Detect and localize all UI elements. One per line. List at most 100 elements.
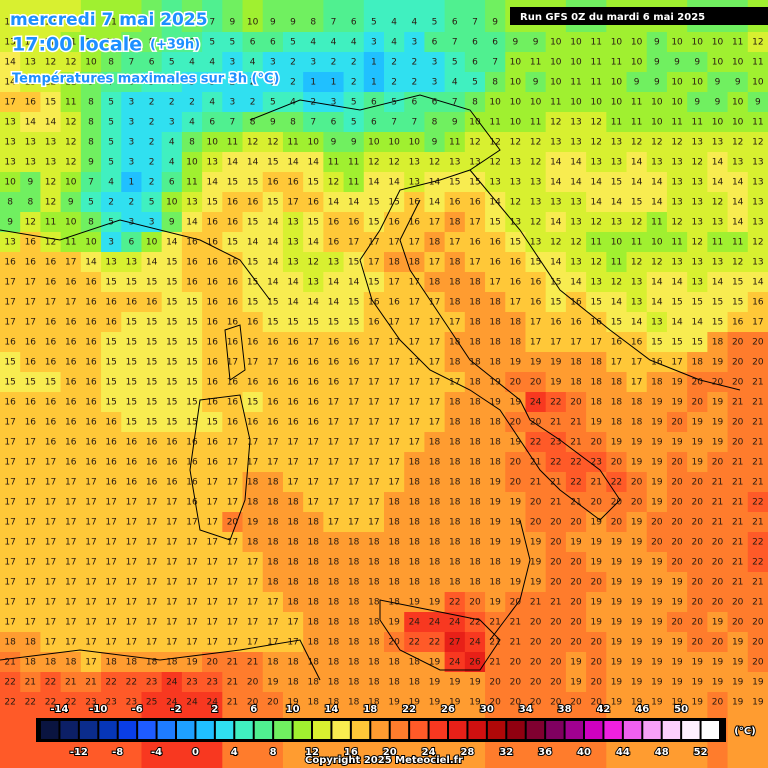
temperature-value: 21 — [530, 478, 541, 488]
temperature-value: 17 — [4, 298, 15, 308]
temperature-value: 23 — [590, 458, 601, 468]
temperature-value: 12 — [570, 238, 581, 248]
temperature-value: 15 — [449, 178, 460, 188]
temperature-value: 24 — [429, 618, 441, 628]
temperature-cell — [464, 192, 486, 213]
temperature-value: 17 — [45, 538, 56, 548]
temperature-value: 14 — [692, 318, 704, 328]
temperature-value: 14 — [227, 158, 239, 168]
temperature-value: 15 — [328, 318, 339, 328]
temperature-cell — [20, 172, 41, 193]
temperature-value: 13 — [752, 218, 763, 228]
temperature-value: 19 — [489, 598, 501, 608]
temperature-value: 3 — [129, 98, 135, 108]
temperature-value: 18 — [25, 658, 37, 668]
temperature-value: 13 — [570, 218, 581, 228]
temperature-value: 15 — [206, 418, 217, 428]
legend-swatch — [507, 721, 525, 739]
temperature-value: 18 — [368, 578, 380, 588]
temperature-cell — [606, 332, 628, 353]
temperature-value: 15 — [712, 318, 723, 328]
temperature-cell — [0, 32, 21, 53]
temperature-value: 10 — [692, 78, 704, 88]
temperature-cell — [626, 312, 648, 333]
temperature-value: 15 — [146, 358, 157, 368]
temperature-value: 17 — [25, 618, 36, 628]
legend-swatch — [604, 721, 622, 739]
temperature-value: 18 — [348, 678, 360, 688]
temperature-value: 17 — [85, 638, 96, 648]
temperature-cell — [727, 232, 749, 253]
temperature-cell — [202, 172, 223, 193]
temperature-value: 10 — [489, 98, 501, 108]
temperature-value: 22 — [752, 558, 763, 568]
temperature-value: 20 — [530, 658, 542, 668]
temperature-cell — [545, 172, 567, 193]
temperature-cell — [80, 0, 102, 33]
temperature-value: 22 — [4, 698, 15, 708]
temperature-cell — [485, 32, 506, 53]
temperature-value: 19 — [510, 578, 522, 588]
temperature-cell — [242, 352, 264, 373]
temperature-cell — [262, 272, 284, 293]
temperature-value: 18 — [287, 658, 299, 668]
temperature-value: 3 — [230, 98, 236, 108]
temperature-cell — [202, 272, 223, 293]
temperature-value: 17 — [105, 518, 116, 528]
temperature-cell — [727, 352, 749, 373]
temperature-value: 15 — [45, 378, 56, 388]
temperature-value: 17 — [45, 498, 56, 508]
temperature-value: 11 — [651, 218, 662, 228]
temperature-value: 4 — [351, 38, 357, 48]
temperature-cell — [707, 132, 729, 153]
temperature-value: 26 — [469, 658, 481, 668]
temperature-cell — [687, 272, 708, 293]
temperature-value: 16 — [105, 438, 117, 448]
temperature-cell — [343, 252, 365, 273]
temperature-value: 9 — [68, 198, 74, 208]
temperature-value: 13 — [25, 58, 36, 68]
temperature-cell — [262, 352, 284, 373]
temperature-value: 18 — [631, 418, 643, 428]
temperature-cell — [586, 32, 607, 53]
temperature-value: 17 — [186, 518, 197, 528]
temperature-value: 19 — [712, 358, 724, 368]
temperature-cell — [404, 352, 425, 373]
temperature-value: 7 — [391, 118, 397, 128]
temperature-value: 16 — [25, 98, 37, 108]
temperature-cell — [303, 252, 324, 273]
temperature-cell — [586, 252, 607, 273]
temperature-value: 17 — [469, 218, 480, 228]
temperature-cell — [121, 372, 142, 393]
temperature-cell — [161, 372, 183, 393]
temperature-cell — [666, 152, 688, 173]
temperature-value: 18 — [287, 558, 299, 568]
temperature-value: 12 — [65, 58, 76, 68]
temperature-cell — [424, 292, 446, 313]
temperature-cell — [565, 232, 587, 253]
temperature-value: 13 — [550, 138, 561, 148]
temperature-value: 10 — [388, 138, 400, 148]
temperature-value: 14 — [45, 118, 57, 128]
temperature-value: 5 — [108, 158, 114, 168]
temperature-value: 9 — [270, 18, 276, 28]
temperature-cell — [80, 132, 102, 153]
temperature-value: 16 — [287, 358, 299, 368]
temperature-value: 18 — [368, 638, 380, 648]
temperature-cell — [161, 52, 183, 73]
temperature-value: 14 — [308, 158, 320, 168]
temperature-value: 13 — [530, 178, 541, 188]
temperature-cell — [121, 352, 142, 373]
temperature-value: 16 — [166, 458, 178, 468]
temperature-value: 17 — [25, 438, 36, 448]
temperature-value: 19 — [611, 658, 623, 668]
temperature-value: 9 — [270, 118, 276, 128]
temperature-value: 17 — [227, 598, 238, 608]
temperature-value: 4 — [391, 38, 397, 48]
temperature-value: 15 — [166, 418, 177, 428]
temperature-value: 11 — [590, 238, 601, 248]
temperature-value: 16 — [45, 338, 57, 348]
temperature-value: 20 — [752, 618, 764, 628]
temperature-value: 14 — [651, 298, 663, 308]
temperature-value: 15 — [732, 278, 743, 288]
